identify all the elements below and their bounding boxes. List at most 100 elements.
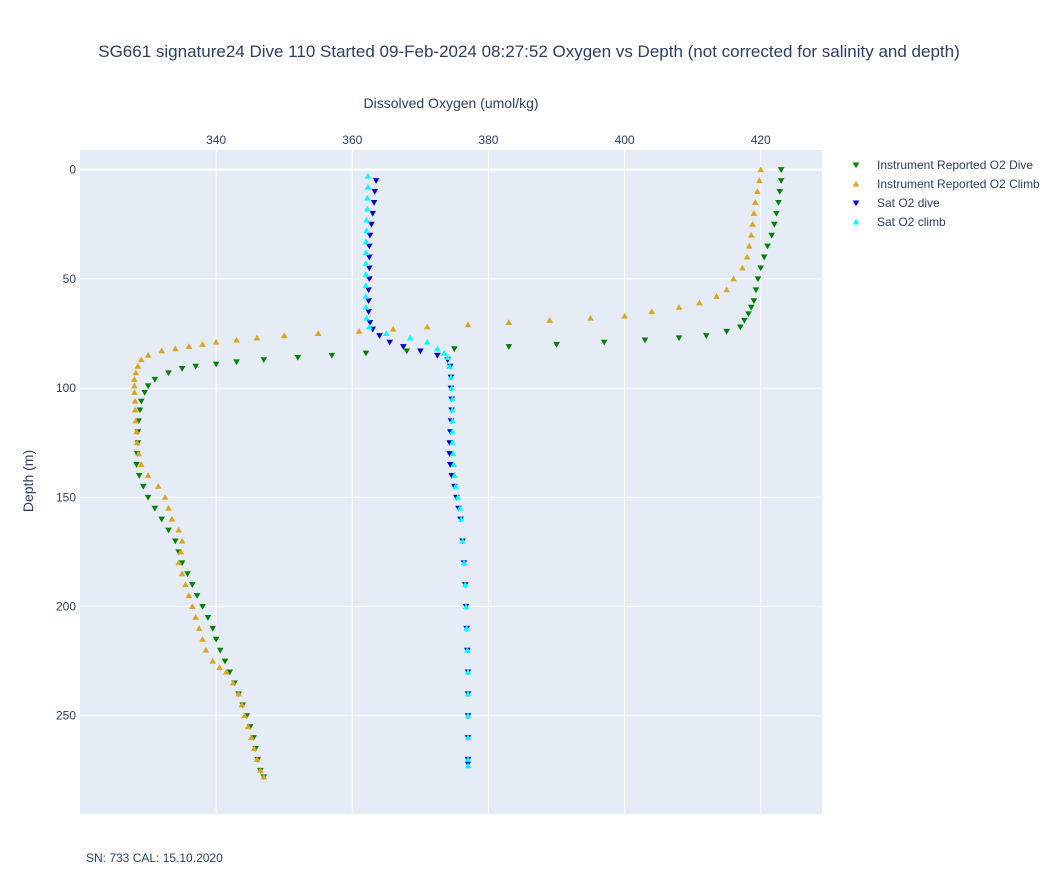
data-point bbox=[449, 395, 456, 402]
data-point bbox=[546, 317, 554, 323]
plot-area bbox=[80, 150, 822, 814]
data-point bbox=[713, 293, 720, 299]
series-instrument-reported-o2-climb bbox=[131, 166, 765, 780]
data-point bbox=[366, 232, 374, 239]
data-point bbox=[212, 636, 220, 643]
data-point bbox=[641, 337, 649, 344]
data-point bbox=[757, 166, 765, 173]
data-point bbox=[165, 527, 172, 534]
data-point bbox=[253, 334, 261, 341]
data-point bbox=[383, 330, 390, 336]
data-point bbox=[184, 571, 191, 578]
data-point bbox=[446, 362, 453, 369]
legend-item-instrument-reported-o2-climb[interactable]: Instrument Reported O2 Climb bbox=[852, 177, 1040, 191]
data-point bbox=[757, 265, 765, 272]
data-point bbox=[260, 357, 268, 363]
data-point bbox=[131, 397, 139, 404]
data-point bbox=[454, 493, 462, 500]
data-point bbox=[365, 309, 372, 315]
data-point bbox=[362, 303, 370, 310]
data-point bbox=[144, 352, 152, 358]
data-point bbox=[456, 504, 464, 511]
data-point bbox=[192, 614, 200, 620]
data-point bbox=[172, 345, 179, 352]
data-point bbox=[464, 646, 471, 653]
footnote: SN: 733 CAL: 15.10.2020 bbox=[86, 851, 223, 865]
data-point bbox=[696, 299, 703, 306]
legend-item-sat-o2-dive[interactable]: Sat O2 dive bbox=[852, 196, 940, 210]
data-point bbox=[464, 762, 472, 769]
legend-label: Instrument Reported O2 Dive bbox=[877, 158, 1033, 172]
data-point bbox=[235, 690, 242, 697]
legend-label: Sat O2 climb bbox=[877, 215, 946, 229]
data-point bbox=[328, 352, 336, 359]
data-point bbox=[136, 407, 144, 414]
data-point bbox=[144, 472, 152, 478]
data-point bbox=[464, 756, 472, 762]
data-point bbox=[216, 664, 223, 671]
data-point bbox=[133, 462, 140, 468]
data-point bbox=[141, 389, 148, 396]
data-point bbox=[505, 319, 513, 326]
data-point bbox=[451, 346, 458, 353]
legend-marker bbox=[852, 218, 860, 225]
data-point bbox=[364, 172, 372, 179]
data-point bbox=[175, 559, 183, 566]
data-point bbox=[226, 669, 234, 676]
data-point bbox=[369, 210, 377, 217]
data-point bbox=[260, 773, 268, 780]
data-point bbox=[189, 603, 196, 609]
data-point bbox=[366, 243, 373, 250]
data-point bbox=[771, 221, 778, 228]
y-tick-label: 250 bbox=[56, 709, 76, 723]
data-point bbox=[192, 363, 200, 370]
data-point bbox=[199, 635, 206, 642]
data-point bbox=[250, 745, 258, 751]
data-point bbox=[204, 614, 212, 621]
legend-item-sat-o2-climb[interactable]: Sat O2 climb bbox=[852, 215, 946, 229]
series-instrument-reported-o2-dive bbox=[133, 167, 785, 781]
data-point bbox=[140, 483, 147, 490]
data-point bbox=[768, 232, 775, 239]
data-point bbox=[193, 593, 201, 599]
y-tick-label: 150 bbox=[56, 490, 76, 504]
legend[interactable]: Instrument Reported O2 Dive Instrument Re… bbox=[852, 158, 1040, 229]
data-point bbox=[131, 382, 138, 389]
data-point bbox=[223, 668, 230, 675]
data-point bbox=[132, 369, 140, 376]
data-point bbox=[600, 339, 608, 346]
data-point bbox=[131, 389, 138, 395]
data-point bbox=[464, 321, 472, 328]
data-point bbox=[764, 243, 771, 250]
data-point bbox=[133, 428, 140, 435]
data-point bbox=[743, 253, 751, 260]
data-point bbox=[417, 348, 424, 355]
legend-item-instrument-reported-o2-dive[interactable]: Instrument Reported O2 Dive bbox=[852, 158, 1034, 172]
data-point bbox=[362, 249, 370, 256]
data-point bbox=[446, 451, 453, 457]
data-point bbox=[434, 345, 441, 352]
data-point bbox=[423, 338, 431, 345]
data-point bbox=[434, 352, 441, 359]
y-tick-label: 200 bbox=[56, 600, 76, 614]
data-point bbox=[257, 767, 264, 773]
data-point bbox=[749, 220, 756, 227]
x-axis-title: Dissolved Oxygen (umol/kg) bbox=[363, 95, 538, 111]
legend-label: Instrument Reported O2 Climb bbox=[877, 177, 1040, 191]
data-point bbox=[151, 376, 159, 383]
data-point bbox=[182, 581, 189, 588]
data-point bbox=[587, 314, 594, 321]
data-point bbox=[675, 303, 683, 310]
data-point bbox=[133, 439, 141, 446]
data-point bbox=[760, 254, 768, 261]
data-point bbox=[464, 668, 472, 675]
data-point bbox=[137, 461, 145, 468]
data-point bbox=[553, 341, 560, 348]
data-point bbox=[362, 271, 370, 277]
y-tick-label: 100 bbox=[56, 381, 76, 395]
data-point bbox=[209, 625, 217, 632]
data-point bbox=[449, 450, 457, 457]
data-point bbox=[777, 167, 785, 173]
data-point bbox=[702, 333, 710, 339]
